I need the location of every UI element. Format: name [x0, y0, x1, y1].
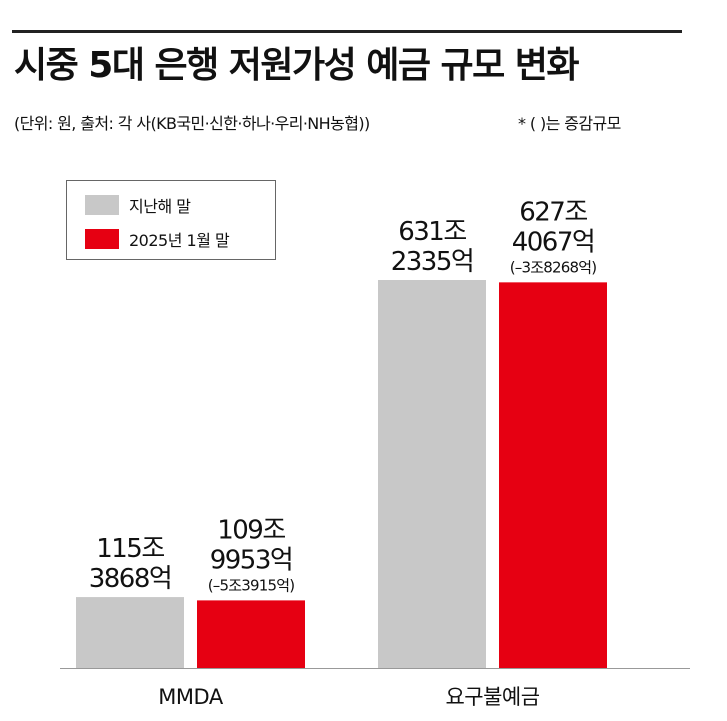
- chart-title: 시중 5대 은행 저원가성 예금 규모 변화: [14, 45, 580, 86]
- legend-item-prev: 지난해 말: [85, 193, 191, 217]
- value-label-0-1-0: 109조: [217, 515, 285, 545]
- bar-0-0: [76, 597, 184, 668]
- bar-0-1: [197, 600, 305, 668]
- legend-item-curr: 2025년 1월 말: [85, 227, 230, 251]
- chart-subtitle: (단위: 원, 출처: 각 사(KB국민·신한·하나·우리·NH농협)): [14, 114, 370, 133]
- change-label-1: (–3조8268억): [510, 258, 597, 276]
- category-label-1: 요구불예금: [445, 685, 539, 709]
- legend-swatch-prev: [85, 195, 119, 215]
- legend-label-curr: 2025년 1월 말: [129, 231, 230, 250]
- legend-label-prev: 지난해 말: [129, 197, 191, 216]
- value-label-1-0-0: 631조: [398, 217, 466, 247]
- legend: 지난해 말 2025년 1월 말: [66, 180, 276, 260]
- value-label-0-1-1: 9953억: [210, 545, 293, 575]
- value-label-1-0-1: 2335억: [391, 247, 474, 277]
- bar-1-1: [499, 282, 607, 668]
- change-note: * ( )는 증감규모: [518, 114, 621, 133]
- change-label-0: (–5조3915억): [208, 576, 295, 594]
- category-label-0: MMDA: [158, 685, 224, 709]
- value-label-0-0-0: 115조: [96, 534, 164, 564]
- top-rule: [12, 30, 682, 33]
- value-label-1-1-1: 4067억: [512, 227, 595, 257]
- bar-1-0: [378, 280, 486, 668]
- legend-swatch-curr: [85, 229, 119, 249]
- value-label-1-1-0: 627조: [519, 197, 587, 227]
- value-label-0-0-1: 3868억: [89, 564, 172, 594]
